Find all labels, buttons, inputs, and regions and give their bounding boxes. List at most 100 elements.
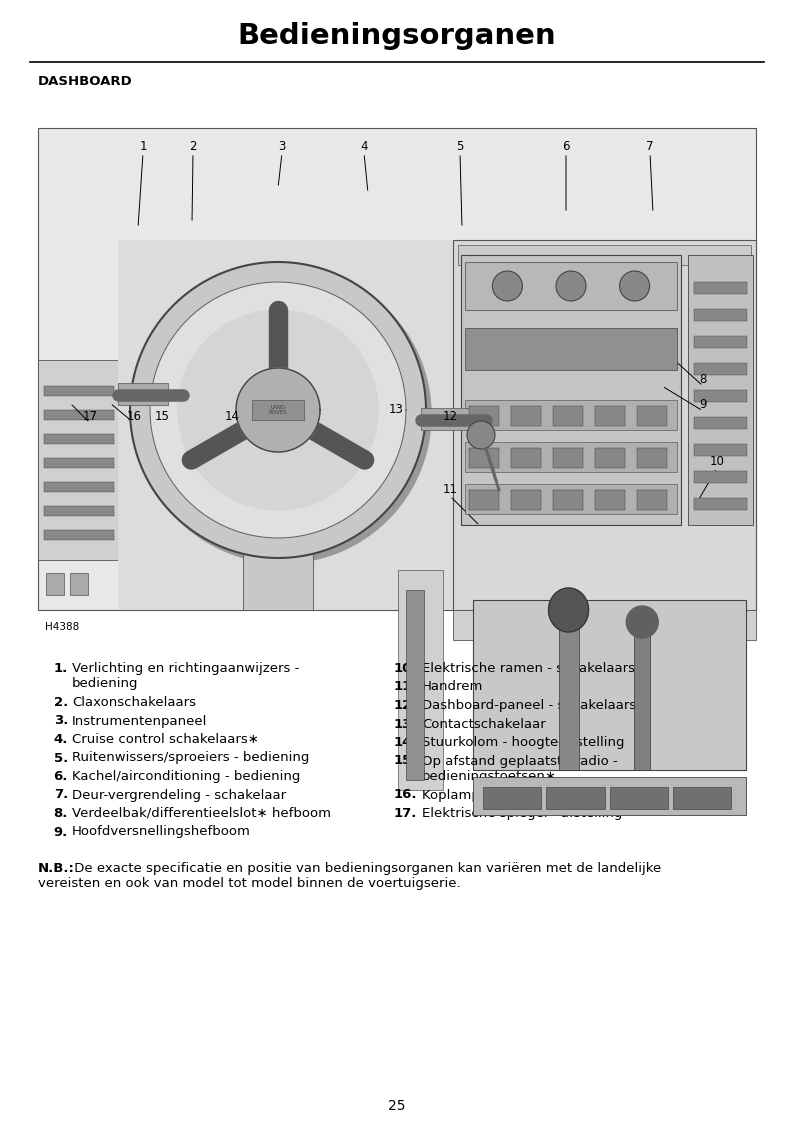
Bar [610, 787, 668, 809]
Text: Cruise control schakelaars∗: Cruise control schakelaars∗ [72, 733, 259, 746]
Bar [694, 417, 747, 429]
Bar [243, 510, 313, 610]
Text: Verlichting en richtingaanwijzers -: Verlichting en richtingaanwijzers - [72, 662, 299, 675]
Text: 10.: 10. [394, 662, 417, 675]
Bar [553, 406, 583, 426]
Text: Ruitenwissers/sproeiers - bediening: Ruitenwissers/sproeiers - bediening [72, 752, 310, 764]
Text: 1.: 1. [54, 662, 68, 675]
Bar [465, 262, 677, 310]
Text: 4.: 4. [54, 733, 68, 746]
Bar [688, 255, 753, 525]
Text: 12.: 12. [394, 699, 417, 712]
Bar [694, 445, 747, 456]
Text: 8.: 8. [54, 807, 68, 820]
Text: Stuurkolom - hoogte-afstelling: Stuurkolom - hoogte-afstelling [422, 736, 625, 748]
Bar [473, 777, 746, 815]
Bar [694, 498, 747, 510]
Text: Deur-vergrendeling - schakelaar: Deur-vergrendeling - schakelaar [72, 788, 286, 802]
Polygon shape [130, 262, 426, 558]
Text: Elektrische spiegel - afstelling: Elektrische spiegel - afstelling [422, 807, 622, 820]
Text: 8: 8 [700, 373, 707, 386]
Text: 10: 10 [710, 455, 724, 468]
Bar [421, 408, 476, 430]
Polygon shape [135, 266, 431, 562]
Bar [694, 336, 747, 348]
Circle shape [619, 271, 649, 301]
Text: Dashboard-paneel - schakelaars: Dashboard-paneel - schakelaars [422, 699, 636, 712]
Text: Verdeelbak/differentieelslot∗ hefboom: Verdeelbak/differentieelslot∗ hefboom [72, 807, 331, 820]
Bar [38, 128, 756, 610]
Text: 2.: 2. [54, 696, 68, 709]
Text: 5: 5 [457, 139, 464, 153]
Text: 5.: 5. [54, 752, 68, 764]
Text: 3.: 3. [54, 714, 68, 728]
Bar [558, 620, 579, 770]
Polygon shape [626, 606, 658, 638]
Text: Hoofdversnellingshefboom: Hoofdversnellingshefboom [72, 826, 251, 838]
Circle shape [467, 421, 495, 449]
Text: Handrem: Handrem [422, 680, 484, 694]
Text: 3: 3 [279, 139, 286, 153]
Text: Instrumentenpaneel: Instrumentenpaneel [72, 714, 207, 728]
Bar [453, 240, 756, 610]
Text: 14: 14 [225, 411, 240, 423]
Bar [694, 308, 747, 321]
Bar [465, 328, 677, 370]
Text: H4388: H4388 [45, 623, 79, 632]
Text: bediening: bediening [72, 677, 138, 691]
Bar [118, 383, 168, 405]
Bar [637, 490, 667, 510]
Text: 11.: 11. [394, 680, 417, 694]
Text: 17: 17 [83, 411, 98, 423]
Text: Claxonschakelaars: Claxonschakelaars [72, 696, 196, 709]
Bar [511, 490, 541, 510]
Bar [595, 448, 625, 468]
Bar [44, 411, 114, 420]
Polygon shape [549, 589, 588, 632]
Text: 6.: 6. [54, 770, 68, 782]
Text: 1: 1 [139, 139, 147, 153]
Text: N.B.:: N.B.: [38, 862, 75, 875]
Bar [634, 631, 650, 770]
Bar [637, 406, 667, 426]
Polygon shape [178, 310, 378, 510]
Bar [595, 406, 625, 426]
Bar [694, 471, 747, 483]
Bar [44, 506, 114, 516]
Text: 2: 2 [189, 139, 197, 153]
Bar [44, 434, 114, 445]
Bar [44, 386, 114, 396]
Bar [546, 787, 604, 809]
Text: 17.: 17. [394, 807, 417, 820]
Bar [694, 363, 747, 375]
Text: 13.: 13. [394, 718, 417, 730]
Text: 14.: 14. [394, 736, 417, 748]
Bar [473, 600, 746, 770]
Polygon shape [150, 282, 406, 538]
Text: Koplamphoogte-instelling - regeling∗: Koplamphoogte-instelling - regeling∗ [422, 788, 672, 802]
Bar [511, 448, 541, 468]
Bar [118, 240, 458, 610]
Bar [469, 406, 499, 426]
Text: Op afstand geplaatste radio -: Op afstand geplaatste radio - [422, 754, 618, 768]
Text: Bedieningsorganen: Bedieningsorganen [237, 22, 557, 50]
Bar [465, 484, 677, 514]
Bar [44, 458, 114, 468]
Bar [44, 482, 114, 492]
Text: DASHBOARD: DASHBOARD [38, 75, 133, 88]
Polygon shape [236, 369, 320, 452]
Circle shape [556, 271, 586, 301]
Bar [398, 570, 443, 790]
Bar [673, 787, 731, 809]
Bar [38, 108, 756, 640]
Bar [458, 245, 751, 265]
Bar [70, 573, 88, 595]
Text: 7: 7 [646, 139, 653, 153]
Text: 9.: 9. [54, 826, 68, 838]
Text: De exacte specificatie en positie van bedieningsorganen kan variëren met de land: De exacte specificatie en positie van be… [70, 862, 661, 875]
Bar [469, 448, 499, 468]
Bar [637, 448, 667, 468]
Bar [453, 610, 756, 640]
Bar [406, 590, 424, 780]
Text: 25: 25 [388, 1099, 406, 1112]
